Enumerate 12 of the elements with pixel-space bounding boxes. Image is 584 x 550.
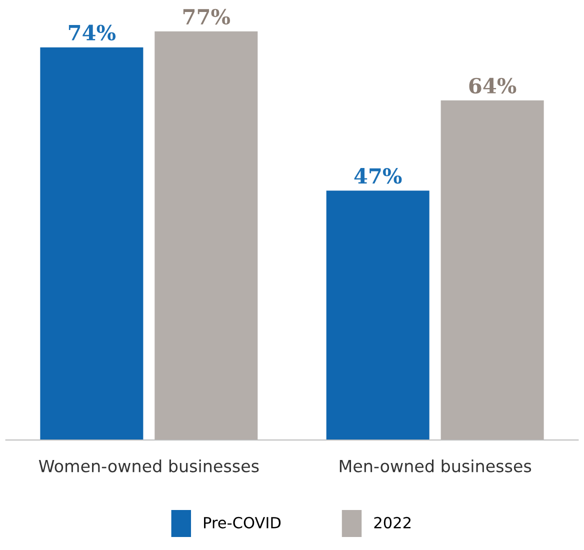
bar [326,190,430,440]
data-label: 64% [469,78,516,94]
legend-label: 2022 [374,516,410,528]
legend-label: Pre-COVID [204,516,281,528]
x-tick-label: Men-owned businesses [340,459,532,472]
x-tick-label: Women-owned businesses [38,459,259,472]
data-label: 74% [68,24,116,41]
bar [440,100,544,440]
bar [40,47,144,440]
bar [154,31,258,440]
data-label: 77% [183,8,230,25]
data-label: 47% [354,168,402,184]
